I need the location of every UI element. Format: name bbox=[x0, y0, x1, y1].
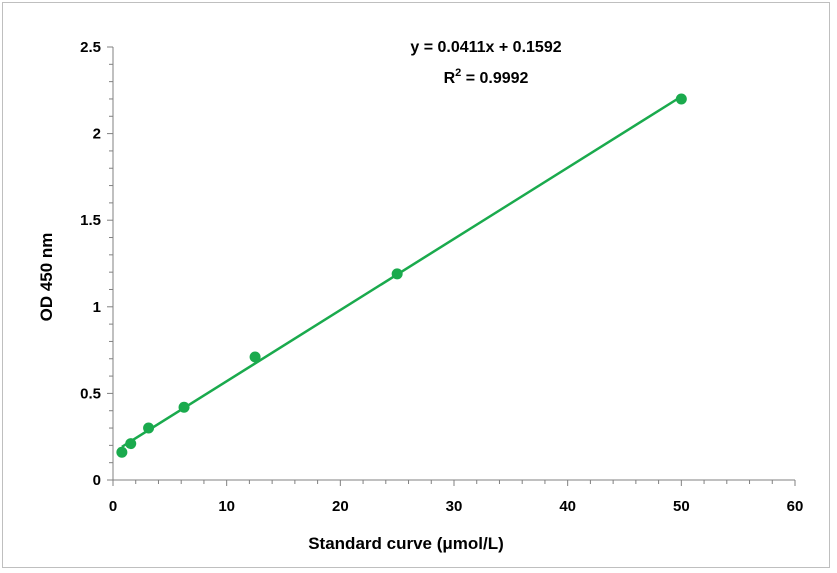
y-tick-label: 2 bbox=[93, 126, 101, 143]
data-point bbox=[178, 401, 190, 413]
y-tick-label: 0 bbox=[93, 472, 101, 489]
x-tick-label: 10 bbox=[218, 498, 235, 515]
data-point bbox=[125, 438, 137, 450]
r-squared: R2 = 0.9992 bbox=[444, 67, 529, 87]
x-tick-label: 20 bbox=[332, 498, 349, 515]
chart-frame bbox=[2, 2, 830, 568]
chart-axes bbox=[112, 47, 795, 481]
r-squared-value: = 0.9992 bbox=[461, 70, 528, 87]
data-point bbox=[391, 268, 403, 280]
x-axis-title: Standard curve (μmol/L) bbox=[308, 534, 504, 553]
trendline-equation: y = 0.0411x + 0.1592 bbox=[410, 39, 561, 56]
y-tick-label: 0.5 bbox=[80, 385, 101, 402]
data-point bbox=[249, 351, 261, 363]
x-tick-label: 0 bbox=[109, 498, 117, 515]
data-point bbox=[116, 446, 128, 458]
x-tick-label: 30 bbox=[446, 498, 463, 515]
chart-marks bbox=[116, 93, 687, 458]
y-tick-label: 1 bbox=[93, 299, 101, 316]
y-axis-title: OD 450 nm bbox=[37, 233, 56, 322]
r-squared-prefix: R bbox=[444, 70, 456, 87]
y-tick-label: 1.5 bbox=[80, 212, 101, 229]
y-tick-label: 2.5 bbox=[80, 39, 101, 56]
x-tick-label: 40 bbox=[559, 498, 576, 515]
x-tick-label: 50 bbox=[673, 498, 690, 515]
data-point bbox=[675, 93, 687, 105]
data-point bbox=[143, 422, 155, 434]
chart-ticks: 0 10 20 30 40 50 60 0 0.5 1 1.5 2 2.5 bbox=[80, 39, 803, 515]
x-tick-label: 60 bbox=[787, 498, 804, 515]
r-squared-superscript: 2 bbox=[455, 67, 461, 79]
